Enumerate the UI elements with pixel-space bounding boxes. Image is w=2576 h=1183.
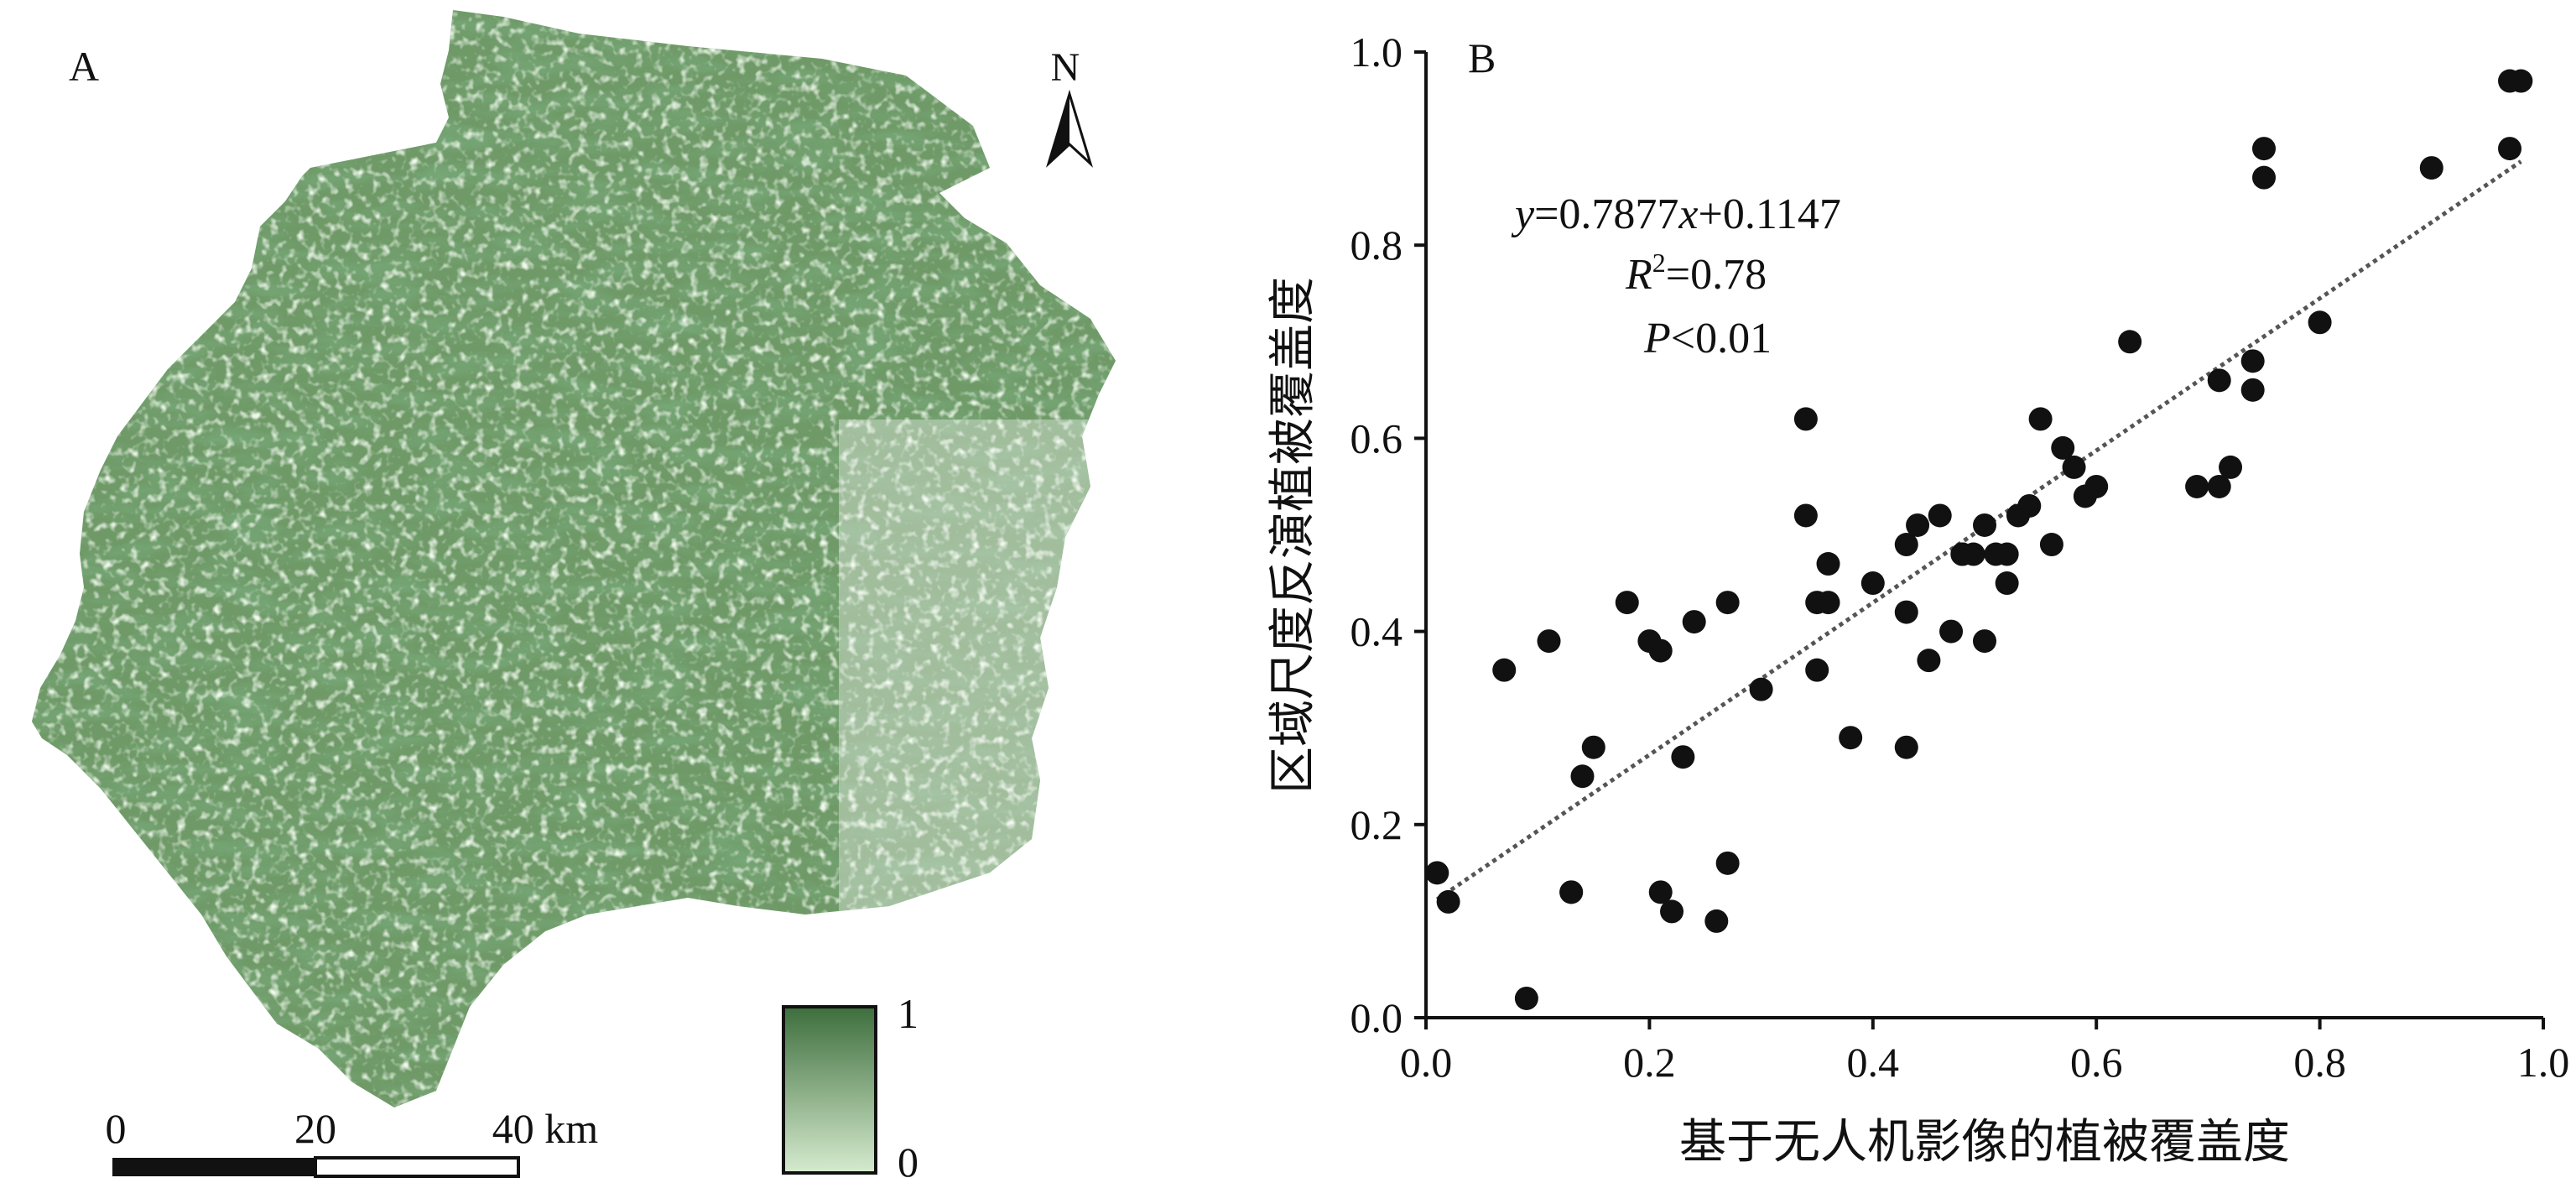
scatter-point xyxy=(2219,455,2243,479)
scatter-point xyxy=(2498,137,2522,161)
x-tick-label: 0.2 xyxy=(1623,1039,1676,1086)
vegetation-cover-map xyxy=(32,10,1116,1107)
scale-bar-black xyxy=(112,1158,315,1176)
scatter-point xyxy=(2207,368,2231,393)
scatter-point xyxy=(1894,533,1918,557)
scatter-point xyxy=(1816,591,1840,615)
scatter-point xyxy=(2240,349,2265,373)
y-tick-label: 0.6 xyxy=(1350,414,1403,461)
r-squared-label: R2=0.78 xyxy=(1625,248,1767,299)
scatter-point xyxy=(2185,474,2209,498)
scatter-point xyxy=(1514,986,1538,1010)
scatter-point xyxy=(1570,764,1595,789)
scatter-point xyxy=(2039,533,2063,557)
scatter-point xyxy=(1615,591,1639,615)
panel-b: B 0.00.20.40.60.81.0 0.0 0.2 0.4 0.6 0.8 1.0 … xyxy=(1266,29,2569,1170)
y-axis-title: 区域尺度反演植被覆盖度 xyxy=(1266,277,1320,794)
scatter-point xyxy=(1973,629,1996,654)
scatter-point xyxy=(1648,880,1673,904)
p-value-label: P<0.01 xyxy=(1643,315,1772,362)
legend-colorbar: 1 0 xyxy=(782,990,919,1183)
scatter-point xyxy=(1805,658,1829,682)
scatter-points xyxy=(1425,69,2533,1010)
scatter-point xyxy=(1704,909,1729,933)
scatter-point xyxy=(2419,156,2443,180)
y-tick-label: 1.0 xyxy=(1350,29,1403,76)
scatter-point xyxy=(1682,610,1706,634)
scatter-point xyxy=(1793,503,1818,528)
scale-bar: 0 20 40 km xyxy=(106,1105,599,1178)
y-tick-label: 0.2 xyxy=(1350,801,1403,848)
x-tick-label: 0.4 xyxy=(1847,1039,1900,1086)
scatter-point xyxy=(1995,542,2019,566)
scatter-point xyxy=(1906,513,1930,537)
scatter-point xyxy=(2308,310,2332,335)
scatter-point xyxy=(1973,513,1996,537)
scatter-point xyxy=(1995,571,2019,596)
panel-a: A N 1 0 0 20 40 km xyxy=(32,10,1116,1183)
scatter-point xyxy=(1939,619,1964,644)
scale-label-0: 0 xyxy=(106,1105,127,1152)
north-label: N xyxy=(1051,45,1080,90)
scatter-point xyxy=(2017,493,2042,518)
plot-axes xyxy=(1424,52,2543,1019)
scatter-point xyxy=(2207,474,2231,498)
scatter-point xyxy=(1839,726,1863,750)
scatter-point xyxy=(2084,474,2109,498)
scatter-point xyxy=(1894,735,1918,759)
map-east-fade xyxy=(839,420,1116,1107)
scatter-point xyxy=(1671,745,1695,769)
scatter-point xyxy=(1961,542,1985,566)
legend-max-label: 1 xyxy=(898,990,919,1037)
x-axis-title: 基于无人机影像的植被覆盖度 xyxy=(1679,1115,2290,1170)
scatter-point xyxy=(1537,629,1561,654)
scatter-point xyxy=(2028,407,2053,431)
scatter-point xyxy=(2509,69,2533,93)
legend-min-label: 0 xyxy=(898,1139,919,1183)
scale-label-40km: 40 km xyxy=(492,1105,599,1152)
scatter-point xyxy=(2051,435,2075,460)
scatter-point xyxy=(2252,165,2276,190)
x-tick-label: 0.6 xyxy=(2070,1039,2123,1086)
regression-equation: y=0.7877x+0.1147 xyxy=(1511,190,1841,238)
scatter-point xyxy=(1648,638,1673,663)
scatter-point xyxy=(1816,552,1840,576)
scale-label-20: 20 xyxy=(294,1105,336,1152)
scatter-point xyxy=(1492,658,1517,682)
scatter-point xyxy=(1894,600,1918,624)
scatter-point xyxy=(2252,137,2276,161)
scatter-point xyxy=(1793,407,1818,431)
y-tick-label: 0.0 xyxy=(1350,994,1403,1041)
scatter-point xyxy=(1559,880,1584,904)
scatter-point xyxy=(1581,735,1605,759)
x-tick-label: 0.0 xyxy=(1400,1039,1453,1086)
north-arrow: N xyxy=(1045,45,1094,168)
panel-a-label: A xyxy=(69,43,99,90)
scatter-point xyxy=(1860,571,1885,596)
y-tick-label: 0.4 xyxy=(1350,608,1403,655)
scatter-point xyxy=(1715,851,1740,875)
y-tick-label: 0.8 xyxy=(1350,221,1403,268)
x-tick-label: 0.8 xyxy=(2293,1039,2346,1086)
scatter-point xyxy=(1436,889,1460,914)
scatter-point xyxy=(1917,649,1941,673)
x-ticks: 0.0 0.2 0.4 0.6 0.8 1.0 xyxy=(1400,1018,2570,1086)
scatter-point xyxy=(2062,455,2086,479)
x-tick-label: 1.0 xyxy=(2517,1039,2570,1086)
scatter-point xyxy=(1660,899,1684,924)
y-ticks: 0.0 0.2 0.4 0.6 0.8 1.0 xyxy=(1350,29,1426,1041)
scatter-point xyxy=(1749,677,1773,701)
scatter-point xyxy=(1715,591,1740,615)
scatter-point xyxy=(1928,503,1952,528)
scatter-point xyxy=(2118,330,2142,354)
panel-b-label: B xyxy=(1468,34,1496,81)
scatter-point xyxy=(1425,861,1449,885)
scale-bar-white xyxy=(314,1156,520,1178)
scatter-point xyxy=(2240,378,2265,402)
legend-gradient xyxy=(782,1005,877,1175)
